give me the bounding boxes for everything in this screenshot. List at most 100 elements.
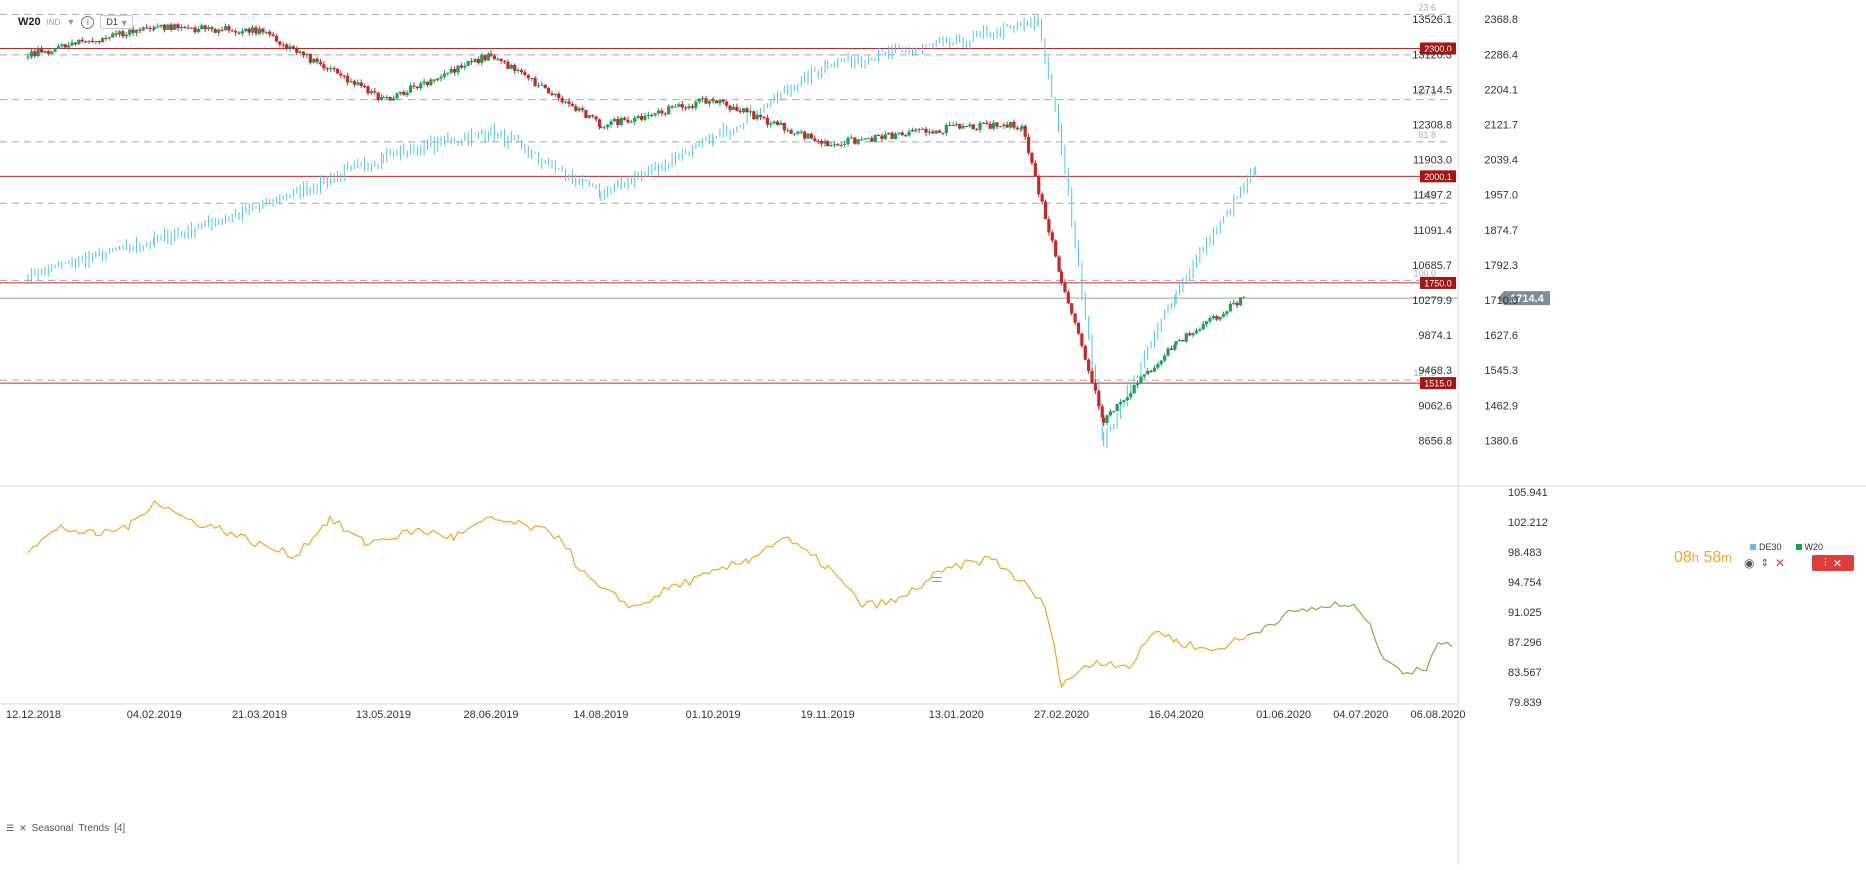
price-axis-tick-label: 1627.6 — [1484, 330, 1518, 342]
price-axis-tick-label: 1462.9 — [1484, 400, 1518, 412]
close-icon[interactable]: ✕ — [1774, 556, 1785, 570]
list-icon[interactable]: ☰ — [6, 823, 15, 833]
level-price-tag[interactable] — [1420, 170, 1456, 183]
time-axis-tick-label: 12.12.2018 — [6, 709, 61, 721]
w20-candle-body — [849, 137, 854, 139]
trends-label: Trends — [78, 823, 110, 834]
w20-candle-body — [73, 42, 78, 45]
w20-candle-body — [496, 58, 500, 60]
w20-candle-body — [799, 131, 803, 133]
w20-candle-body — [1135, 383, 1140, 386]
w20-candle-body — [516, 69, 520, 71]
w20-candle-body — [1142, 374, 1146, 377]
candles-icon[interactable]: ⫶ — [1824, 556, 1827, 569]
w20-candle-body — [738, 110, 742, 113]
w20-candle-body — [449, 69, 453, 73]
w20-candle-body — [349, 81, 353, 83]
level-price-tag[interactable] — [1420, 276, 1456, 289]
de30-axis-tick-label: 11497.2 — [1413, 190, 1452, 202]
w20-candle-body — [1080, 333, 1084, 346]
w20-candle-body — [623, 117, 627, 120]
w20-candle-body — [483, 55, 487, 61]
w20-candle-body — [619, 117, 623, 126]
w20-candle-body — [1191, 333, 1195, 336]
w20-candle-body — [107, 37, 111, 39]
w20-candle-body — [442, 73, 447, 77]
w20-candle-body — [312, 58, 316, 63]
w20-candle-body — [587, 115, 591, 118]
w20-candle-body — [169, 24, 173, 30]
level-price-tag[interactable] — [1420, 377, 1456, 390]
fibonacci-level-label: 61.8 — [1418, 130, 1436, 140]
w20-candle-body — [373, 91, 377, 93]
w20-candle-body — [70, 42, 74, 46]
w20-candle-body — [189, 27, 194, 29]
w20-candle-body — [690, 106, 695, 108]
level-price-tag[interactable] — [1420, 42, 1456, 55]
w20-candle-body — [806, 133, 810, 139]
w20-candle-body — [1057, 256, 1061, 272]
w20-candle-body — [765, 117, 769, 125]
w20-candle-body — [278, 41, 282, 45]
de30-axis-tick-label: 10685.7 — [1412, 260, 1452, 272]
w20-candle-body — [271, 34, 275, 36]
w20-candle-body — [335, 68, 340, 74]
last-price-tag — [1498, 291, 1550, 306]
de30-axis-tick-label: 9874.1 — [1418, 330, 1452, 342]
w20-candle-body — [200, 25, 204, 29]
de30-axis-tick-label: 12308.8 — [1412, 119, 1452, 131]
time-axis-tick-label: 01.10.2019 — [686, 709, 741, 721]
w20-candle-body — [1090, 371, 1094, 383]
w20-candle-body — [332, 68, 336, 70]
w20-candle-body — [762, 116, 766, 118]
w20-candle-body — [707, 100, 711, 104]
w20-candle-body — [1037, 175, 1041, 195]
price-axis-tick-label: 1545.3 — [1484, 365, 1518, 377]
w20-candle-body — [599, 126, 603, 128]
w20-candle-body — [646, 114, 650, 116]
w20-candle-body — [1102, 417, 1106, 423]
w20-candle-body — [684, 107, 688, 109]
seasonal-line-future — [1246, 601, 1453, 675]
w20-candle-body — [904, 135, 908, 137]
w20-candle-body — [257, 28, 262, 34]
fibonacci-level-label: 127.3 — [1413, 368, 1436, 378]
timeframe-select[interactable]: D1 ▼ — [100, 15, 133, 29]
close-icon[interactable]: ✕ — [1832, 557, 1842, 570]
level-price-tag-label: 1515.0 — [1424, 379, 1452, 389]
w20-candle-body — [636, 116, 640, 119]
w20-candle-body — [179, 26, 183, 29]
seasonal-axis-tick-label: 102.212 — [1508, 517, 1548, 529]
w20-candle-body — [677, 104, 681, 107]
w20-candle-body — [1012, 121, 1016, 128]
w20-candle-body — [1184, 333, 1188, 342]
w20-candle-body — [1043, 201, 1048, 220]
w20-candle-body — [775, 121, 780, 125]
w20-candle-body — [1132, 385, 1136, 394]
seasonal-axis-tick-label: 105.941 — [1508, 487, 1548, 499]
pane-resize-handle[interactable] — [932, 577, 942, 582]
w20-candle-body — [728, 105, 732, 110]
w20-candle-body — [53, 48, 57, 52]
level-price-tag-label: 1750.0 — [1424, 278, 1452, 288]
w20-candle-body — [1205, 321, 1209, 325]
w20-candle-body — [988, 123, 992, 129]
w20-candle-body — [1125, 397, 1129, 401]
info-icon[interactable]: i — [81, 15, 95, 29]
legend-item-de30[interactable]: DE30 — [1750, 542, 1782, 552]
symbol-label[interactable]: W20 — [18, 16, 41, 28]
w20-candle-body — [971, 124, 975, 130]
w20-candle-body — [843, 143, 847, 145]
w20-candle-body — [220, 29, 224, 31]
fibonacci-level-label: 23.6 — [1418, 2, 1436, 12]
legend-item-w20[interactable]: W20 — [1795, 542, 1823, 552]
w20-candle-body — [1194, 330, 1199, 334]
chevron-down-icon[interactable]: ▼ — [66, 17, 76, 27]
sort-icon[interactable]: ⇕ — [1760, 557, 1769, 569]
eye-icon[interactable]: ◉ — [1744, 556, 1755, 570]
close-icon[interactable]: ✕ — [19, 823, 27, 833]
w20-candle-body — [250, 27, 255, 33]
w20-candle-body — [927, 131, 932, 133]
